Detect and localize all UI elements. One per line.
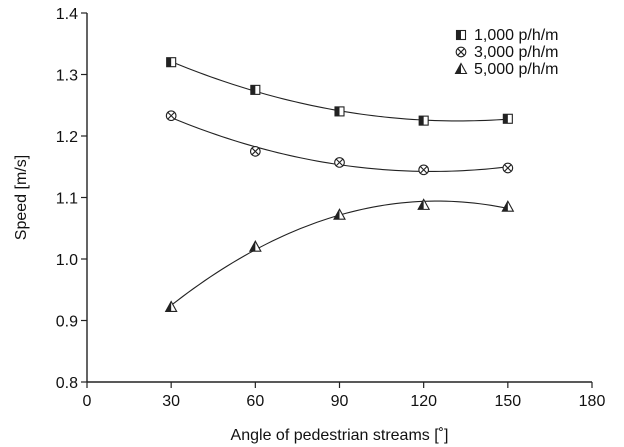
y-tick-label: 1.3 — [56, 68, 78, 85]
x-tick-label: 120 — [410, 393, 437, 410]
y-tick-label: 1.0 — [56, 252, 78, 269]
x-tick-label: 90 — [331, 393, 349, 410]
legend: 1,000 p/h/m3,000 p/h/m5,000 p/h/m — [454, 27, 559, 78]
legend-label: 5,000 p/h/m — [474, 61, 559, 78]
y-tick-label: 0.8 — [56, 375, 78, 392]
y-tick-label: 1.2 — [56, 129, 78, 146]
marker-fill — [502, 201, 508, 212]
marker-fill — [166, 57, 172, 67]
data-point-series-2 — [334, 157, 345, 168]
legend-item: 1,000 p/h/m — [455, 27, 559, 44]
data-point-series-1 — [502, 113, 513, 124]
marker-fill — [419, 116, 424, 126]
data-point-series-2 — [502, 162, 514, 174]
data-point-series-3 — [417, 198, 431, 210]
data-point-series-2 — [165, 110, 177, 122]
x-tick-label: 30 — [162, 393, 180, 410]
x-tick-label: 150 — [494, 393, 521, 410]
legend-item: 3,000 p/h/m — [455, 44, 559, 61]
legend-marker — [455, 29, 467, 41]
marker-fill — [165, 301, 172, 312]
x-axis-label: Angle of pedestrian streams [˚] — [231, 427, 449, 444]
data-markers — [164, 57, 515, 313]
legend-item: 5,000 p/h/m — [454, 61, 559, 78]
marker-cross — [251, 147, 260, 156]
data-point-series-3 — [164, 300, 178, 313]
marker-cross — [504, 164, 512, 172]
data-point-series-1 — [166, 57, 177, 68]
data-point-series-1 — [418, 115, 429, 126]
marker-cross — [167, 112, 175, 120]
data-point-series-3 — [333, 208, 346, 220]
marker-cross — [457, 48, 465, 56]
x-tick-label: 60 — [246, 393, 264, 410]
marker-fill — [334, 209, 340, 220]
marker-fill — [418, 199, 424, 210]
marker-fill — [250, 85, 256, 95]
y-tick-label: 1.1 — [56, 191, 78, 208]
legend-label: 3,000 p/h/m — [474, 44, 559, 61]
marker-cross — [335, 158, 344, 167]
data-point-series-3 — [501, 200, 515, 212]
marker-fill — [335, 106, 340, 116]
marker-fill — [455, 63, 461, 74]
legend-label: 1,000 p/h/m — [474, 27, 559, 44]
data-point-series-2 — [418, 164, 430, 176]
marker-cross — [419, 166, 428, 174]
data-point-series-3 — [248, 240, 262, 252]
axes: 0 30 60 90 120 150 180 0.8 0.9 1.0 1.1 1.2 1.3 1.4 — [56, 6, 606, 410]
marker-fill — [456, 30, 461, 40]
marker-fill — [503, 114, 508, 124]
fit-curves — [170, 61, 508, 306]
y-tick-label: 0.9 — [56, 314, 78, 331]
legend-marker — [455, 46, 467, 58]
y-axis-label: Speed [m/s] — [13, 155, 30, 240]
data-point-series-1 — [250, 84, 261, 95]
data-point-series-1 — [334, 106, 345, 117]
x-tick-label: 180 — [579, 393, 606, 410]
x-tick-label: 0 — [83, 393, 92, 410]
marker-fill — [249, 241, 256, 252]
data-point-series-2 — [249, 146, 261, 157]
legend-marker — [454, 62, 468, 75]
y-tick-label: 1.4 — [56, 6, 78, 23]
